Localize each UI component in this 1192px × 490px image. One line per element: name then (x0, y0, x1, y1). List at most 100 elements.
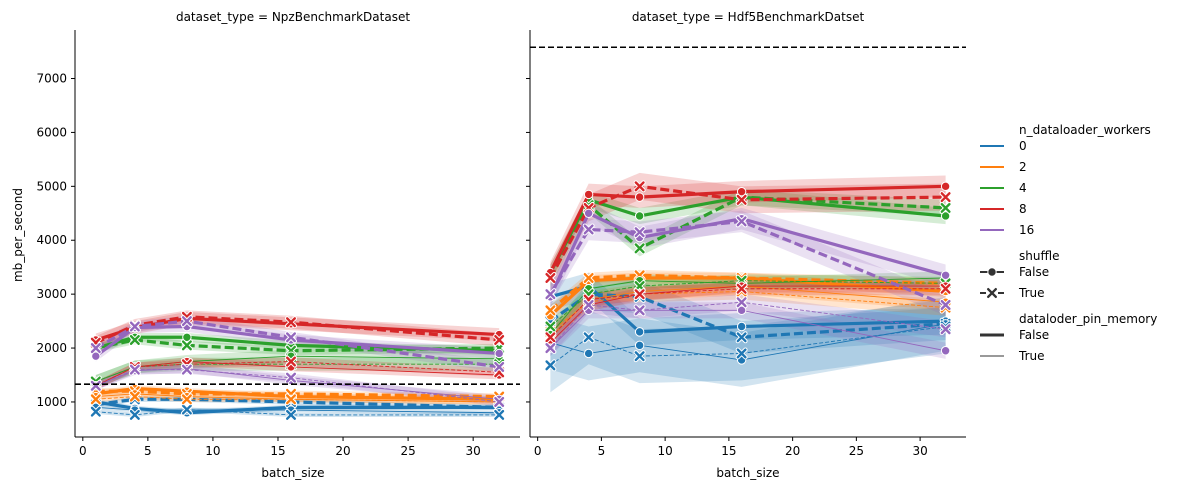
data-point (634, 327, 645, 337)
data-point (89, 342, 102, 355)
data-point (128, 320, 141, 333)
legend-title-shuffle: shuffle (1019, 249, 1059, 263)
panel-hdf5: dataset_type = Hdf5BenchmarkDatset batch… (526, 10, 966, 480)
x-tick-label: 15 (721, 444, 736, 458)
data-point (284, 408, 297, 421)
data-point (582, 298, 595, 311)
data-point (544, 331, 557, 344)
legend-item-workers-8: 8 (980, 202, 1027, 216)
data-point (582, 271, 595, 284)
data-point (940, 181, 951, 192)
x-axis-label-hdf5: batch_size (716, 466, 779, 480)
data-point (939, 201, 952, 214)
x-tick-label: 30 (912, 444, 927, 458)
legend-item-shuffle-false: False (980, 265, 1049, 279)
data-point (284, 393, 297, 406)
confidence-band (550, 271, 946, 342)
y-tick-label: 4000 (36, 233, 67, 247)
series-line (549, 273, 946, 312)
legend-item-workers-16: 16 (980, 223, 1034, 237)
data-point (493, 408, 506, 421)
data-point (89, 405, 102, 418)
data-point (180, 403, 193, 416)
data-point (180, 339, 193, 352)
x-tick-label: 25 (400, 444, 415, 458)
data-point (91, 351, 101, 361)
x-tick-label: 10 (657, 444, 672, 458)
confidence-band (550, 175, 946, 284)
data-point (544, 304, 557, 317)
legend-item-workers-0: 0 (980, 139, 1027, 153)
data-point (128, 363, 141, 376)
data-point (735, 347, 748, 360)
data-point (633, 304, 646, 317)
data-point (735, 296, 748, 309)
data-point (583, 189, 594, 200)
y-tick-label: 5000 (36, 179, 67, 193)
data-point (583, 208, 594, 218)
legend-marker (987, 267, 997, 277)
data-point (634, 211, 645, 221)
legend-label: 16 (1019, 223, 1034, 237)
x-tick-label: 0 (79, 444, 87, 458)
y-tick-label: 1000 (36, 395, 67, 409)
data-point (634, 192, 645, 202)
confidence-band (550, 274, 946, 333)
legend-item-workers-2: 2 (980, 160, 1027, 174)
data-point (582, 223, 595, 236)
data-point (493, 395, 506, 408)
y-tick-label: 6000 (36, 125, 67, 139)
data-point (633, 226, 646, 239)
data-point (940, 211, 951, 221)
legend-title-workers: n_dataloader_workers (1019, 123, 1151, 137)
x-axis-label-npz: batch_size (261, 466, 324, 480)
data-point (939, 323, 952, 336)
data-point (633, 350, 646, 363)
data-point (582, 331, 595, 344)
data-point (493, 333, 506, 346)
data-point (128, 333, 141, 346)
legend-label: False (1019, 265, 1049, 279)
data-point (583, 348, 594, 359)
data-point (736, 305, 747, 316)
x-tick-label: 25 (849, 444, 864, 458)
data-point (180, 363, 193, 376)
x-tick-label: 30 (466, 444, 481, 458)
data-point (544, 288, 557, 301)
confidence-band (550, 272, 946, 346)
legend-item-pin-true: True (980, 349, 1045, 363)
legend-label: 0 (1019, 139, 1027, 153)
y-tick-label: 3000 (36, 287, 67, 301)
legend: n_dataloader_workers shuffle dataloder_p… (980, 123, 1157, 363)
data-point (89, 379, 102, 392)
legend-item-shuffle-true: True (980, 286, 1045, 300)
data-point (128, 390, 141, 403)
confidence-band (95, 357, 500, 388)
confidence-band (95, 357, 500, 391)
series-line (549, 219, 947, 307)
series-line (550, 280, 946, 327)
data-point (493, 360, 506, 373)
legend-item-workers-4: 4 (980, 181, 1027, 195)
confidence-band (550, 279, 946, 350)
data-point (939, 191, 952, 204)
data-point (128, 408, 141, 421)
y-axis-label: mb_per_second (11, 188, 25, 282)
confidence-band (550, 269, 946, 316)
data-point (284, 316, 297, 329)
panel-title-hdf5: dataset_type = Hdf5BenchmarkDatset (632, 10, 865, 24)
data-point (544, 320, 557, 333)
confidence-band (95, 349, 500, 388)
x-tick-label: 20 (785, 444, 800, 458)
data-point (939, 282, 952, 295)
series-line (550, 326, 946, 366)
data-point (284, 355, 297, 368)
x-tick-label: 15 (270, 444, 285, 458)
confidence-band (550, 282, 946, 344)
legend-item-pin-false: False (980, 328, 1049, 342)
legend-label: 4 (1019, 181, 1027, 195)
data-point (634, 340, 645, 351)
legend-label: False (1019, 328, 1049, 342)
legend-title-pin-memory: dataloder_pin_memory (1019, 312, 1157, 326)
data-point (735, 282, 748, 295)
